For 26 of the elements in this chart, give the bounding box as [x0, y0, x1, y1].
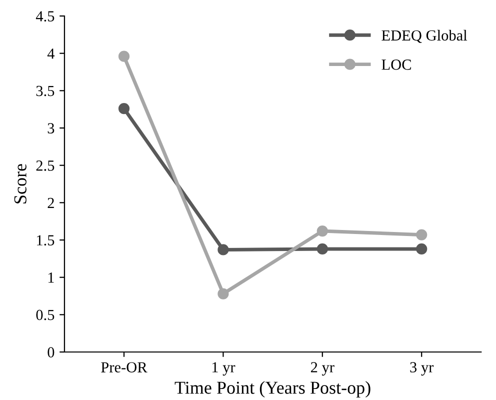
x-tick-label: 2 yr	[310, 362, 334, 376]
y-tick-label: 1.5	[37, 235, 54, 246]
x-tick-label: 3 yr	[410, 362, 434, 376]
y-tick-label: 0.5	[36, 310, 54, 320]
point	[118, 50, 130, 62]
y-tick-label: 0	[48, 347, 54, 358]
y-tick-label: 2.5	[36, 160, 54, 171]
point	[416, 229, 428, 240]
legend-label: LOC	[382, 60, 411, 70]
x-tick-label: 1 yr	[212, 362, 236, 376]
y-tick-label: 1	[48, 272, 54, 283]
point	[218, 288, 229, 300]
x-axis-title: Time Point (Years Post-op)	[174, 381, 370, 398]
point	[218, 244, 229, 256]
legend-label: EDEQ Global	[382, 30, 468, 43]
y-tick-label: 2	[48, 198, 54, 208]
y-tick-label: 3.5	[36, 86, 54, 96]
point	[416, 243, 428, 255]
x-tick-label: Pre-OR	[101, 362, 148, 372]
y-tick-label: 3	[48, 123, 54, 134]
point	[316, 243, 328, 255]
y-axis-title: Score	[14, 164, 26, 204]
y-tick-label: 4.5	[36, 11, 54, 22]
y-tick-label: 4	[47, 48, 55, 59]
point	[316, 225, 328, 237]
point	[118, 103, 130, 114]
